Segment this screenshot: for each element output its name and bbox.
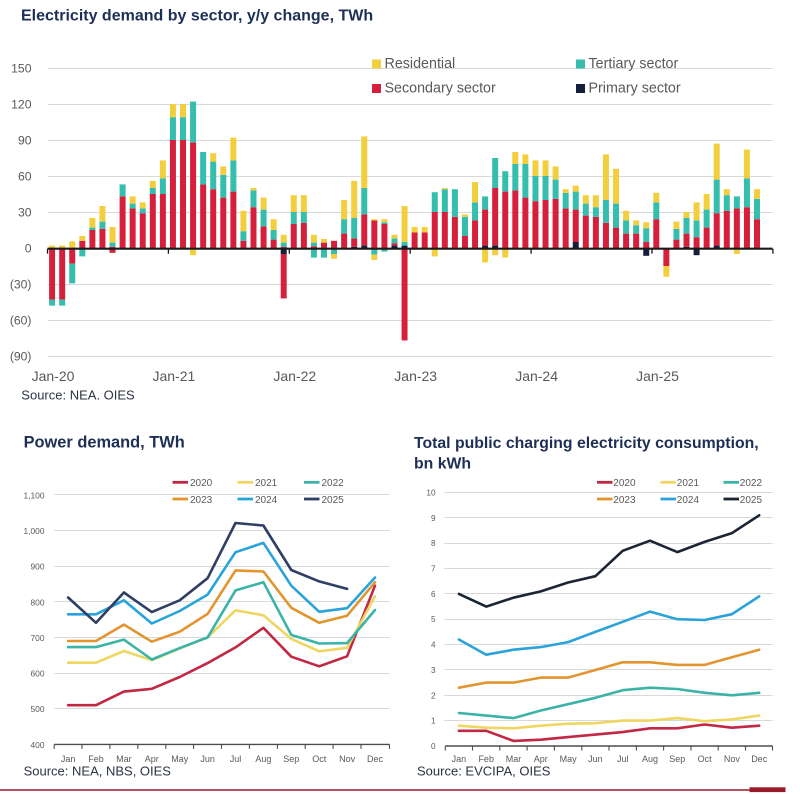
svg-text:2: 2 xyxy=(431,691,436,700)
svg-text:0: 0 xyxy=(25,242,32,256)
svg-text:2025: 2025 xyxy=(740,495,763,506)
svg-text:2021: 2021 xyxy=(677,478,700,489)
svg-text:Secondary sector: Secondary sector xyxy=(385,81,496,97)
svg-text:Jun: Jun xyxy=(200,754,215,764)
svg-text:Dec: Dec xyxy=(751,754,768,764)
svg-text:Apr: Apr xyxy=(145,754,159,764)
svg-text:Tertiary sector: Tertiary sector xyxy=(589,56,679,72)
svg-text:Jan-25: Jan-25 xyxy=(636,368,679,384)
svg-text:1,100: 1,100 xyxy=(24,490,45,500)
svg-text:bn kWh: bn kWh xyxy=(414,456,471,473)
svg-text:Jul: Jul xyxy=(617,754,629,764)
svg-text:(90): (90) xyxy=(10,350,32,364)
svg-text:Jul: Jul xyxy=(230,754,242,764)
svg-text:(60): (60) xyxy=(10,314,32,328)
svg-text:Total public charging electric: Total public charging electricity consum… xyxy=(414,435,759,452)
svg-text:1,000: 1,000 xyxy=(24,526,45,536)
svg-text:2021: 2021 xyxy=(255,478,278,489)
svg-text:Primary sector: Primary sector xyxy=(589,81,681,97)
svg-text:5: 5 xyxy=(431,615,436,624)
svg-text:600: 600 xyxy=(31,669,45,679)
svg-text:Apr: Apr xyxy=(534,754,548,764)
svg-text:7: 7 xyxy=(431,565,436,574)
svg-text:4: 4 xyxy=(431,641,436,650)
svg-text:Feb: Feb xyxy=(88,754,104,764)
svg-text:Oct: Oct xyxy=(698,754,713,764)
svg-text:Jan-22: Jan-22 xyxy=(273,368,316,384)
svg-text:2020: 2020 xyxy=(190,478,213,489)
svg-text:Jan: Jan xyxy=(452,754,467,764)
svg-text:Feb: Feb xyxy=(478,754,494,764)
svg-text:2025: 2025 xyxy=(322,495,345,506)
svg-text:30: 30 xyxy=(18,206,32,220)
svg-text:150: 150 xyxy=(11,62,32,76)
svg-text:2024: 2024 xyxy=(255,495,278,506)
svg-text:Jan-20: Jan-20 xyxy=(32,368,75,384)
svg-text:Power demand, TWh: Power demand, TWh xyxy=(24,434,185,452)
svg-text:400: 400 xyxy=(31,740,45,750)
svg-text:Jun: Jun xyxy=(588,754,603,764)
svg-text:Sep: Sep xyxy=(283,754,299,764)
svg-text:6: 6 xyxy=(431,590,436,599)
svg-text:Jan-21: Jan-21 xyxy=(152,368,195,384)
svg-text:Nov: Nov xyxy=(339,754,356,764)
svg-text:120: 120 xyxy=(11,98,32,112)
svg-text:10: 10 xyxy=(426,489,436,498)
svg-text:Source: NEA, NBS, OIES: Source: NEA, NBS, OIES xyxy=(24,764,172,779)
svg-text:Jan-23: Jan-23 xyxy=(394,368,437,384)
svg-text:Aug: Aug xyxy=(642,754,658,764)
svg-text:60: 60 xyxy=(18,170,32,184)
svg-text:Mar: Mar xyxy=(506,754,522,764)
svg-text:Nov: Nov xyxy=(724,754,741,764)
svg-text:2023: 2023 xyxy=(613,495,636,506)
svg-text:May: May xyxy=(560,754,578,764)
svg-text:9: 9 xyxy=(431,514,436,523)
svg-text:500: 500 xyxy=(31,704,45,714)
svg-text:1: 1 xyxy=(431,717,436,726)
svg-text:90: 90 xyxy=(18,134,32,148)
svg-text:May: May xyxy=(171,754,189,764)
svg-text:Jan: Jan xyxy=(61,754,76,764)
svg-text:Electricity demand by sector,: Electricity demand by sector, y/y change… xyxy=(21,8,373,25)
svg-text:2020: 2020 xyxy=(613,478,636,489)
svg-text:8: 8 xyxy=(431,539,436,548)
svg-text:2024: 2024 xyxy=(677,495,700,506)
svg-text:2022: 2022 xyxy=(322,478,345,489)
svg-text:Jan-24: Jan-24 xyxy=(515,368,558,384)
svg-text:2022: 2022 xyxy=(740,478,763,489)
svg-text:Dec: Dec xyxy=(367,754,384,764)
svg-text:Sep: Sep xyxy=(669,754,685,764)
svg-text:(30): (30) xyxy=(10,278,32,292)
svg-text:Source: NEA. OIES: Source: NEA. OIES xyxy=(21,388,135,403)
svg-text:0: 0 xyxy=(431,742,436,751)
svg-text:900: 900 xyxy=(31,562,45,572)
svg-text:Aug: Aug xyxy=(255,754,271,764)
svg-text:3: 3 xyxy=(431,666,436,675)
svg-text:Oct: Oct xyxy=(312,754,327,764)
svg-text:Source: EVCIPA, OIES: Source: EVCIPA, OIES xyxy=(417,764,551,779)
svg-text:700: 700 xyxy=(31,633,45,643)
svg-text:Mar: Mar xyxy=(116,754,132,764)
svg-text:Residential: Residential xyxy=(385,56,456,72)
svg-text:800: 800 xyxy=(31,597,45,607)
svg-text:2023: 2023 xyxy=(190,495,213,506)
